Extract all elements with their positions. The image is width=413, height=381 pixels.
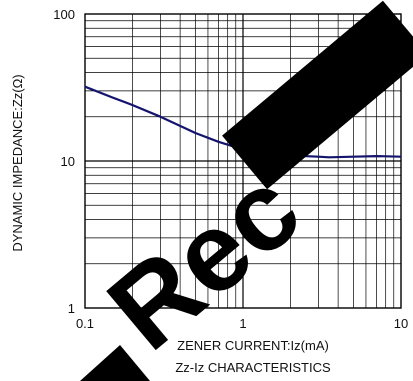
y-tick-labels: 1 10 100 [53, 7, 75, 316]
data-point [112, 96, 114, 99]
data-point [400, 156, 402, 158]
data-point [84, 86, 86, 88]
data-point [352, 156, 355, 158]
y-tick-label: 10 [61, 154, 75, 169]
x-tick-label: 1 [239, 316, 246, 331]
x-tick-label: 10 [394, 316, 408, 331]
data-point [217, 141, 220, 143]
plot-frame [84, 13, 402, 309]
data-point [194, 132, 197, 134]
data-point [328, 156, 330, 158]
data-point [375, 155, 378, 157]
chart-title: Zz-Iz CHARACTERISTICS [175, 360, 331, 375]
x-tick-labels: 0.1 1 10 [76, 316, 408, 331]
y-axis-title: DYNAMIC IMPEDANCE:Zz(Ω) [10, 74, 25, 251]
y-tick-label: 100 [53, 7, 75, 22]
data-point [131, 104, 134, 106]
y-tick-label: 1 [68, 301, 75, 316]
data-point [317, 156, 319, 158]
x-tick-label: 0.1 [76, 316, 94, 331]
data-point [159, 116, 161, 118]
x-axis-title: ZENER CURRENT:Iz(mA) [177, 338, 329, 353]
